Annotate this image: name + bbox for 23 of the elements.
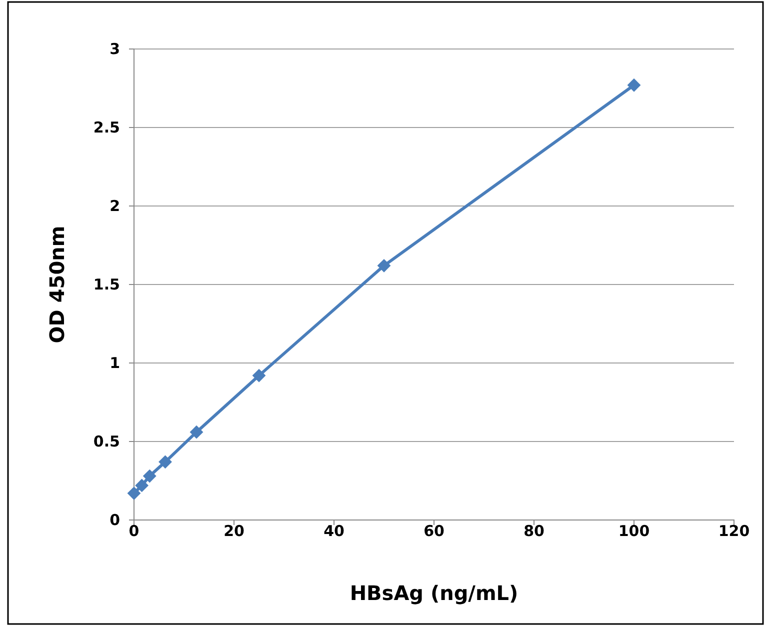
y-axis-title: OD 450nm — [45, 226, 69, 344]
point — [190, 425, 204, 439]
point — [158, 455, 172, 469]
x-tick-label: 100 — [618, 522, 650, 540]
y-tick-label: 3 — [110, 40, 120, 58]
point — [135, 478, 149, 492]
y-tick-label: 2 — [110, 196, 120, 215]
x-tick-label: 60 — [424, 522, 444, 540]
x-tick-label: 20 — [224, 522, 244, 540]
y-tick-label: 0.5 — [93, 432, 120, 450]
x-tick-label: 80 — [524, 522, 544, 540]
y-tick-label: 1 — [110, 354, 120, 372]
point — [377, 258, 391, 272]
x-axis-title: HBsAg (ng/mL) — [350, 581, 518, 605]
x-tick-label: 0 — [128, 522, 140, 540]
x-tick-label: 120 — [718, 522, 750, 540]
x-tick-label: 40 — [324, 522, 344, 540]
point — [127, 486, 141, 500]
y-tick-label: 1.5 — [93, 275, 120, 294]
point — [142, 469, 156, 483]
point — [627, 78, 641, 92]
point — [252, 368, 266, 382]
y-tick-label: 2.5 — [93, 118, 120, 136]
